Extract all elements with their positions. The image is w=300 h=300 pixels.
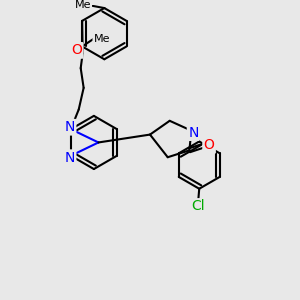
Text: Me: Me [74, 0, 91, 10]
Text: Me: Me [94, 34, 110, 44]
Text: Cl: Cl [191, 200, 205, 214]
Text: N: N [65, 120, 75, 134]
Text: N: N [65, 151, 75, 165]
Text: O: O [204, 138, 214, 152]
Text: O: O [71, 44, 82, 57]
Text: N: N [188, 126, 199, 140]
